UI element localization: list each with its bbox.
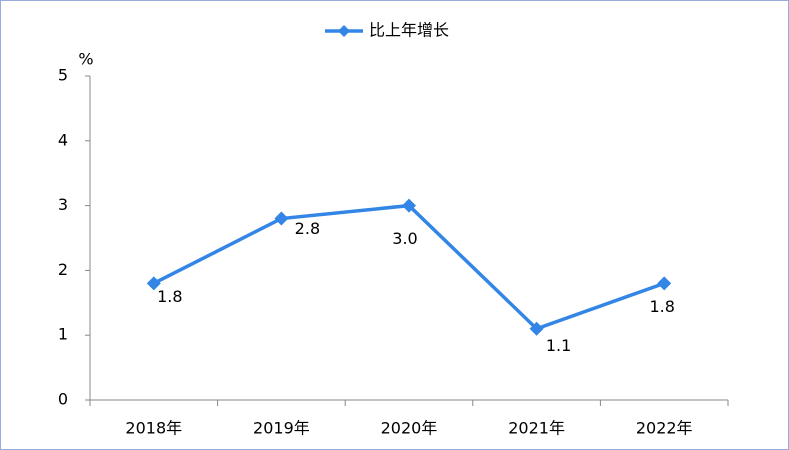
y-tick-label: 3 — [58, 195, 68, 214]
data-point — [146, 276, 161, 291]
y-axis-unit: % — [78, 50, 93, 69]
data-point — [657, 276, 672, 291]
legend-marker — [338, 25, 350, 37]
x-tick-label: 2021年 — [508, 419, 565, 438]
y-tick-label: 0 — [58, 390, 68, 409]
x-tick-label: 2019年 — [253, 419, 310, 438]
y-tick-label: 1 — [58, 325, 68, 344]
data-point — [529, 321, 544, 336]
x-tick-label: 2020年 — [381, 419, 438, 438]
data-label: 1.8 — [157, 287, 182, 306]
data-label: 3.0 — [392, 229, 417, 248]
y-tick-label: 4 — [58, 130, 68, 149]
y-tick-label: 2 — [58, 260, 68, 279]
data-point — [402, 198, 416, 213]
x-tick-label: 2018年 — [125, 419, 182, 438]
data-label: 1.1 — [546, 336, 571, 355]
data-point — [274, 211, 289, 226]
y-tick-label: 5 — [58, 66, 68, 85]
data-label: 1.8 — [649, 297, 674, 316]
data-label: 2.8 — [295, 219, 320, 238]
legend-label: 比上年增长 — [369, 21, 449, 40]
x-tick-label: 2022年 — [636, 419, 693, 438]
